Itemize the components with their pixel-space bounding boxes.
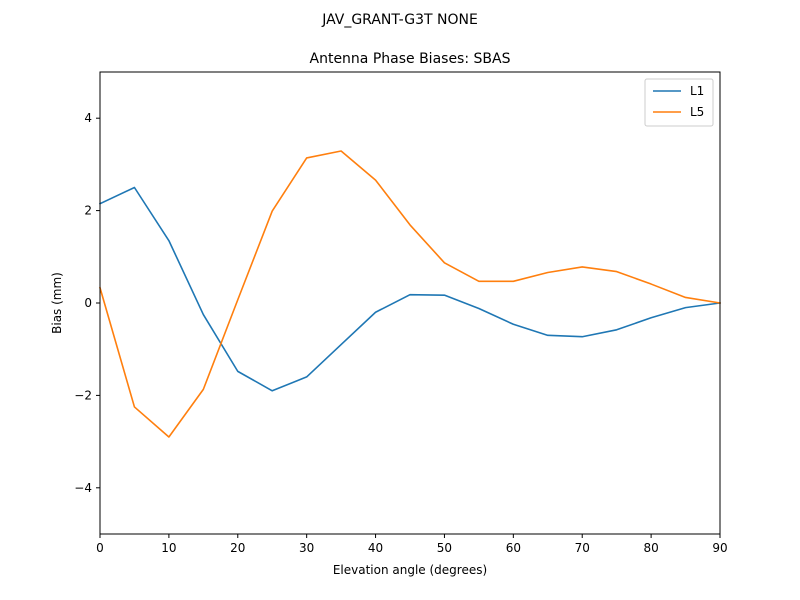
y-tick-label: 2 [84, 204, 92, 218]
legend: L1 L5 [644, 78, 714, 127]
x-tick-label: 20 [230, 541, 245, 555]
y-tick-label: −2 [74, 388, 92, 402]
x-axis-label: Elevation angle (degrees) [333, 563, 487, 577]
y-axis-label: Bias (mm) [50, 272, 64, 334]
x-tick-label: 50 [437, 541, 452, 555]
legend-label-l5: L5 [690, 105, 704, 119]
x-tick-label: 60 [506, 541, 521, 555]
x-tick-label: 70 [575, 541, 590, 555]
series-lines [98, 150, 721, 438]
y-tick-label: 0 [84, 296, 92, 310]
x-axis-ticks: 0 10 20 30 40 50 60 70 80 90 [96, 534, 728, 555]
legend-label-l1: L1 [690, 84, 704, 98]
x-tick-label: 40 [368, 541, 383, 555]
chart-title: Antenna Phase Biases: SBAS [310, 51, 511, 67]
suptitle: JAV_GRANT-G3T NONE [321, 12, 478, 28]
series-line-l5 [99, 150, 721, 438]
y-tick-label: 4 [84, 111, 92, 125]
x-tick-label: 10 [161, 541, 176, 555]
y-axis-ticks: −4 −2 0 2 4 [74, 111, 100, 495]
x-tick-label: 90 [712, 541, 727, 555]
x-tick-label: 80 [643, 541, 658, 555]
y-tick-label: −4 [74, 481, 92, 495]
x-tick-label: 0 [96, 541, 104, 555]
series-line-l1 [98, 186, 721, 392]
x-tick-label: 30 [299, 541, 314, 555]
